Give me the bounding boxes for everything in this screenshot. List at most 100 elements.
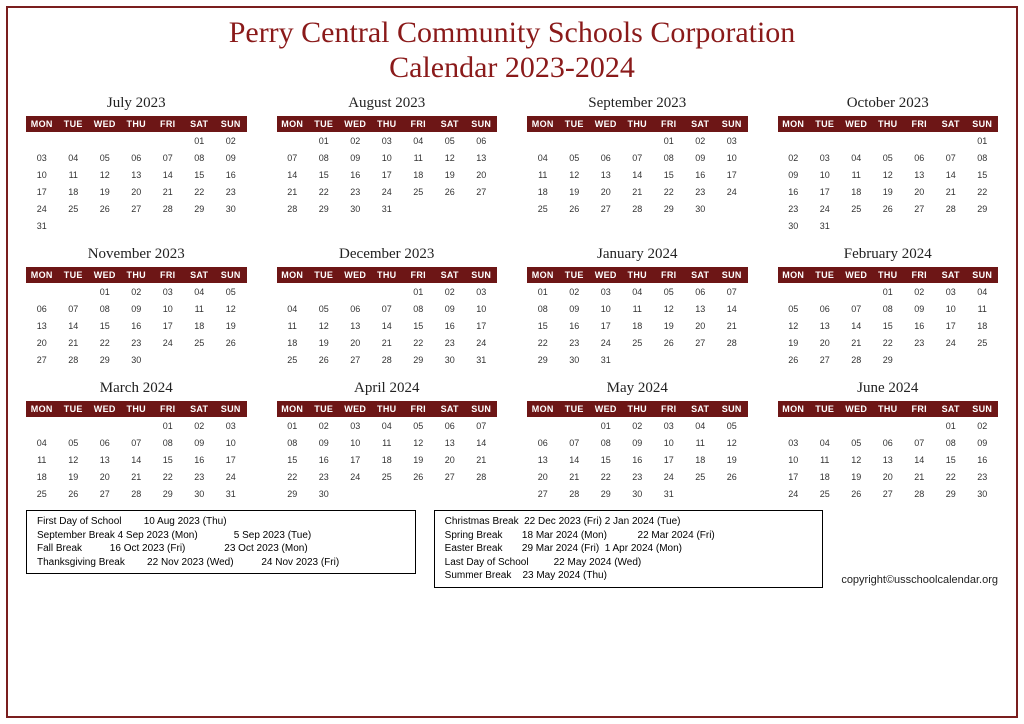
day-cell: 25 xyxy=(371,468,403,485)
month-title: September 2023 xyxy=(527,95,748,112)
day-cell: 26 xyxy=(872,200,904,217)
day-cell: 02 xyxy=(622,417,654,434)
day-cell: 30 xyxy=(685,200,717,217)
weekday-label: SAT xyxy=(685,267,717,283)
month-title: November 2023 xyxy=(26,246,247,263)
month-block: October 2023MONTUEWEDTHUFRISATSUN 010203… xyxy=(778,95,999,234)
day-cell-empty xyxy=(841,283,873,300)
day-cell: 21 xyxy=(371,334,403,351)
event-row: Spring Break 18 Mar 2024 (Mon) 22 Mar 20… xyxy=(445,529,813,543)
day-cell: 25 xyxy=(403,183,435,200)
day-cell: 29 xyxy=(967,200,999,217)
day-cell: 15 xyxy=(872,317,904,334)
day-cell: 03 xyxy=(340,417,372,434)
weekday-label: FRI xyxy=(653,267,685,283)
weekday-label: WED xyxy=(89,267,121,283)
day-cell: 23 xyxy=(778,200,810,217)
day-cell: 27 xyxy=(340,351,372,368)
weekday-label: FRI xyxy=(152,401,184,417)
day-cell: 20 xyxy=(340,334,372,351)
day-cell: 09 xyxy=(685,149,717,166)
day-cell: 13 xyxy=(590,166,622,183)
day-cell: 20 xyxy=(685,317,717,334)
day-cell: 05 xyxy=(653,283,685,300)
day-cell: 06 xyxy=(904,149,936,166)
day-cell: 13 xyxy=(26,317,58,334)
day-cell: 07 xyxy=(466,417,498,434)
day-cell: 21 xyxy=(716,317,748,334)
day-cell: 24 xyxy=(26,200,58,217)
day-cell: 05 xyxy=(559,149,591,166)
month-days: 0102030405060708091011121314151617181920… xyxy=(277,132,498,217)
day-cell: 22 xyxy=(184,183,216,200)
day-cell: 22 xyxy=(967,183,999,200)
weekday-label: WED xyxy=(590,267,622,283)
day-cell: 20 xyxy=(89,468,121,485)
day-cell: 07 xyxy=(622,149,654,166)
day-cell: 06 xyxy=(590,149,622,166)
day-cell: 03 xyxy=(935,283,967,300)
day-cell: 19 xyxy=(716,451,748,468)
day-cell: 08 xyxy=(590,434,622,451)
day-cell: 22 xyxy=(89,334,121,351)
day-cell: 03 xyxy=(809,149,841,166)
weekday-label: SUN xyxy=(215,267,247,283)
weekday-label: WED xyxy=(841,401,873,417)
month-block: January 2024MONTUEWEDTHUFRISATSUN0102030… xyxy=(527,246,748,368)
day-cell-empty xyxy=(89,417,121,434)
day-cell: 08 xyxy=(872,300,904,317)
month-days: 0102030405060708091011121314151617181920… xyxy=(778,132,999,234)
day-cell: 11 xyxy=(841,166,873,183)
weekday-label: SAT xyxy=(935,267,967,283)
day-cell: 23 xyxy=(308,468,340,485)
day-cell: 12 xyxy=(716,434,748,451)
weekday-label: TUE xyxy=(58,267,90,283)
month-title: June 2024 xyxy=(778,380,999,397)
day-cell: 15 xyxy=(527,317,559,334)
day-cell: 28 xyxy=(152,200,184,217)
day-cell-empty xyxy=(622,132,654,149)
day-cell: 24 xyxy=(590,334,622,351)
day-cell: 24 xyxy=(935,334,967,351)
day-cell: 16 xyxy=(685,166,717,183)
day-cell: 13 xyxy=(872,451,904,468)
day-cell: 01 xyxy=(653,132,685,149)
weekday-label: WED xyxy=(340,401,372,417)
day-cell: 29 xyxy=(527,351,559,368)
day-cell: 03 xyxy=(215,417,247,434)
day-cell: 17 xyxy=(653,451,685,468)
day-cell: 07 xyxy=(121,434,153,451)
weekday-label: SAT xyxy=(434,116,466,132)
weekday-label: SAT xyxy=(685,401,717,417)
day-cell: 25 xyxy=(58,200,90,217)
day-cell: 21 xyxy=(622,183,654,200)
day-cell: 02 xyxy=(121,283,153,300)
weekday-label: SUN xyxy=(215,116,247,132)
day-cell: 28 xyxy=(371,351,403,368)
day-cell: 23 xyxy=(340,183,372,200)
day-cell: 04 xyxy=(967,283,999,300)
event-row: Thanksgiving Break 22 Nov 2023 (Wed) 24 … xyxy=(37,556,405,570)
day-cell: 18 xyxy=(277,334,309,351)
copyright-text: copyright©usschoolcalendar.org xyxy=(841,574,998,588)
month-block: May 2024MONTUEWEDTHUFRISATSUN 0102030405… xyxy=(527,380,748,502)
day-cell: 12 xyxy=(778,317,810,334)
month-block: March 2024MONTUEWEDTHUFRISATSUN 01020304… xyxy=(26,380,247,502)
day-cell-empty xyxy=(935,132,967,149)
day-cell: 28 xyxy=(277,200,309,217)
day-cell: 01 xyxy=(184,132,216,149)
day-cell: 17 xyxy=(590,317,622,334)
day-cell: 17 xyxy=(778,468,810,485)
day-cell: 25 xyxy=(967,334,999,351)
weekday-label: SAT xyxy=(184,401,216,417)
day-cell: 24 xyxy=(371,183,403,200)
day-cell: 11 xyxy=(403,149,435,166)
day-cell: 27 xyxy=(466,183,498,200)
day-cell: 23 xyxy=(184,468,216,485)
day-cell: 15 xyxy=(403,317,435,334)
day-cell: 02 xyxy=(434,283,466,300)
day-cell: 20 xyxy=(904,183,936,200)
day-cell: 05 xyxy=(778,300,810,317)
day-cell: 15 xyxy=(277,451,309,468)
weekday-label: WED xyxy=(590,401,622,417)
